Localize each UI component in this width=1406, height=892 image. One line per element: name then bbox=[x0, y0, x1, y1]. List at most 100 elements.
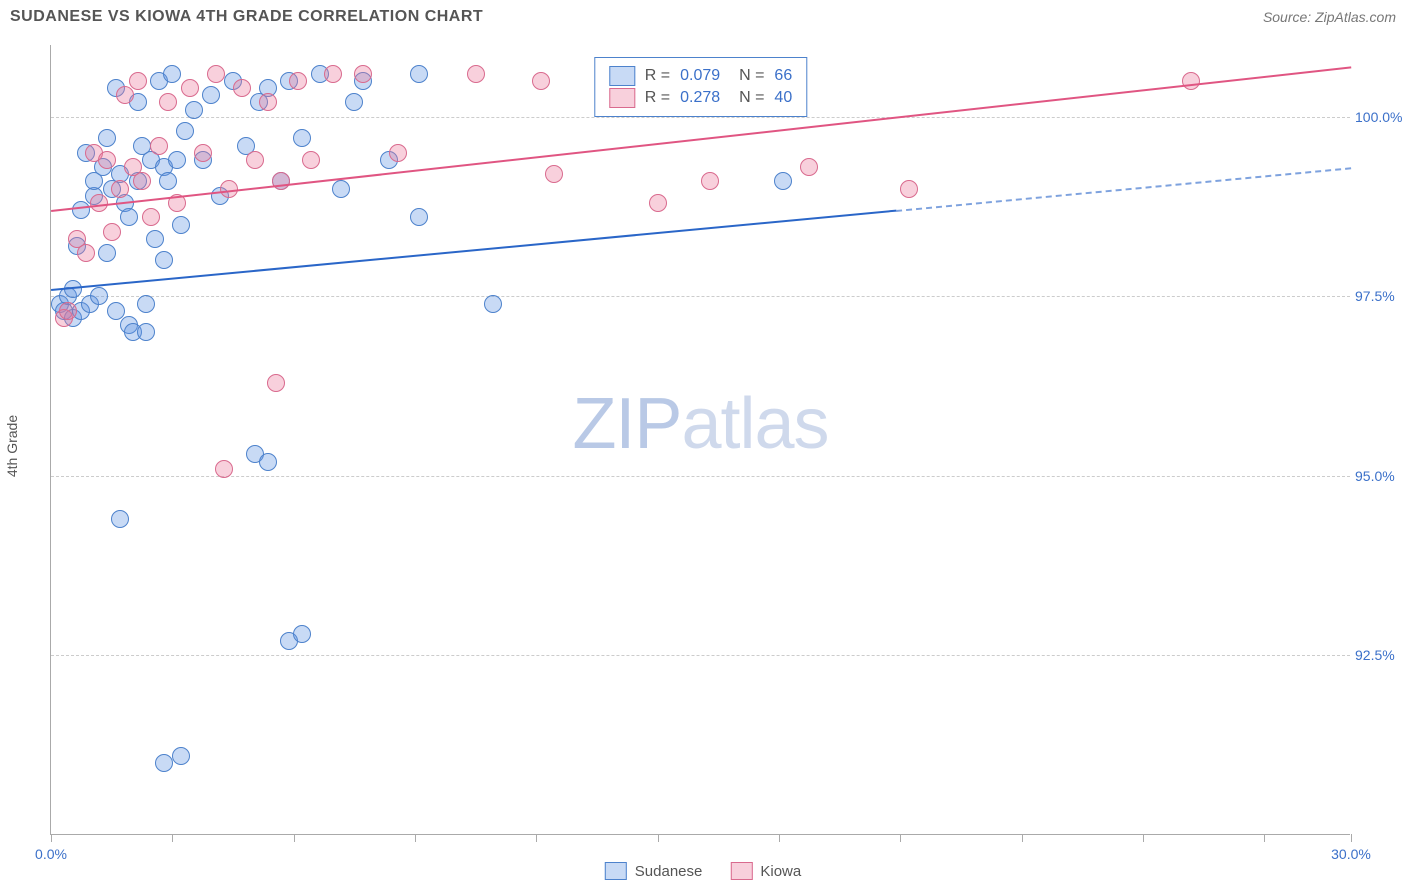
x-tick bbox=[900, 834, 901, 842]
x-tick bbox=[658, 834, 659, 842]
data-point bbox=[774, 172, 792, 190]
trend-line bbox=[896, 167, 1351, 212]
data-point bbox=[302, 151, 320, 169]
y-axis-label: 4th Grade bbox=[4, 415, 20, 477]
legend-item-kiowa: Kiowa bbox=[730, 862, 801, 880]
gridline bbox=[51, 476, 1350, 477]
data-point bbox=[207, 65, 225, 83]
data-point bbox=[701, 172, 719, 190]
data-point bbox=[185, 101, 203, 119]
correlation-legend: R = 0.079 N = 66 R = 0.278 N = 40 bbox=[594, 57, 807, 117]
data-point bbox=[289, 72, 307, 90]
data-point bbox=[354, 65, 372, 83]
data-point bbox=[181, 79, 199, 97]
data-point bbox=[146, 230, 164, 248]
data-point bbox=[150, 137, 168, 155]
data-point bbox=[410, 208, 428, 226]
swatch-sudanese-icon bbox=[605, 862, 627, 880]
chart-source: Source: ZipAtlas.com bbox=[1263, 9, 1396, 25]
chart-title: SUDANESE VS KIOWA 4TH GRADE CORRELATION … bbox=[10, 8, 483, 26]
chart-header: SUDANESE VS KIOWA 4TH GRADE CORRELATION … bbox=[10, 8, 1396, 26]
data-point bbox=[172, 216, 190, 234]
data-point bbox=[1182, 72, 1200, 90]
x-tick bbox=[1351, 834, 1352, 842]
data-point bbox=[159, 172, 177, 190]
data-point bbox=[332, 180, 350, 198]
data-point bbox=[233, 79, 251, 97]
data-point bbox=[155, 251, 173, 269]
data-point bbox=[116, 86, 134, 104]
chart-plot-area: ZIPatlas R = 0.079 N = 66 R = 0.278 N = … bbox=[50, 45, 1350, 835]
data-point bbox=[345, 93, 363, 111]
x-tick bbox=[1143, 834, 1144, 842]
x-tick bbox=[779, 834, 780, 842]
x-tick bbox=[415, 834, 416, 842]
data-point bbox=[98, 129, 116, 147]
data-point bbox=[389, 144, 407, 162]
data-point bbox=[176, 122, 194, 140]
data-point bbox=[532, 72, 550, 90]
swatch-kiowa-icon bbox=[730, 862, 752, 880]
x-tick bbox=[1022, 834, 1023, 842]
x-tick bbox=[172, 834, 173, 842]
data-point bbox=[155, 754, 173, 772]
data-point bbox=[72, 201, 90, 219]
data-point bbox=[168, 151, 186, 169]
x-tick bbox=[536, 834, 537, 842]
data-point bbox=[467, 65, 485, 83]
x-tick-label: 0.0% bbox=[35, 846, 67, 862]
legend-row-kiowa: R = 0.278 N = 40 bbox=[609, 88, 792, 108]
data-point bbox=[272, 172, 290, 190]
data-point bbox=[293, 625, 311, 643]
legend-row-sudanese: R = 0.079 N = 66 bbox=[609, 66, 792, 86]
y-tick-label: 97.5% bbox=[1355, 288, 1406, 304]
data-point bbox=[649, 194, 667, 212]
data-point bbox=[246, 151, 264, 169]
data-point bbox=[111, 180, 129, 198]
data-point bbox=[410, 65, 428, 83]
data-point bbox=[159, 93, 177, 111]
y-tick-label: 92.5% bbox=[1355, 647, 1406, 663]
data-point bbox=[194, 144, 212, 162]
x-tick bbox=[51, 834, 52, 842]
data-point bbox=[484, 295, 502, 313]
data-point bbox=[77, 244, 95, 262]
swatch-kiowa bbox=[609, 88, 635, 108]
data-point bbox=[120, 208, 138, 226]
data-point bbox=[259, 453, 277, 471]
data-point bbox=[172, 747, 190, 765]
data-point bbox=[103, 223, 121, 241]
data-point bbox=[324, 65, 342, 83]
data-point bbox=[545, 165, 563, 183]
data-point bbox=[98, 151, 116, 169]
x-tick-label: 30.0% bbox=[1331, 846, 1371, 862]
data-point bbox=[111, 510, 129, 528]
data-point bbox=[293, 129, 311, 147]
data-point bbox=[129, 72, 147, 90]
data-point bbox=[137, 323, 155, 341]
data-point bbox=[90, 287, 108, 305]
gridline bbox=[51, 296, 1350, 297]
watermark: ZIPatlas bbox=[572, 383, 828, 465]
series-legend: Sudanese Kiowa bbox=[605, 862, 801, 880]
data-point bbox=[259, 93, 277, 111]
y-tick-label: 100.0% bbox=[1355, 109, 1406, 125]
data-point bbox=[107, 302, 125, 320]
data-point bbox=[202, 86, 220, 104]
data-point bbox=[142, 208, 160, 226]
x-tick bbox=[294, 834, 295, 842]
data-point bbox=[267, 374, 285, 392]
data-point bbox=[133, 172, 151, 190]
data-point bbox=[215, 460, 233, 478]
data-point bbox=[900, 180, 918, 198]
data-point bbox=[98, 244, 116, 262]
data-point bbox=[800, 158, 818, 176]
swatch-sudanese bbox=[609, 66, 635, 86]
data-point bbox=[163, 65, 181, 83]
legend-item-sudanese: Sudanese bbox=[605, 862, 703, 880]
gridline bbox=[51, 655, 1350, 656]
data-point bbox=[137, 295, 155, 313]
y-tick-label: 95.0% bbox=[1355, 468, 1406, 484]
x-tick bbox=[1264, 834, 1265, 842]
data-point bbox=[59, 302, 77, 320]
